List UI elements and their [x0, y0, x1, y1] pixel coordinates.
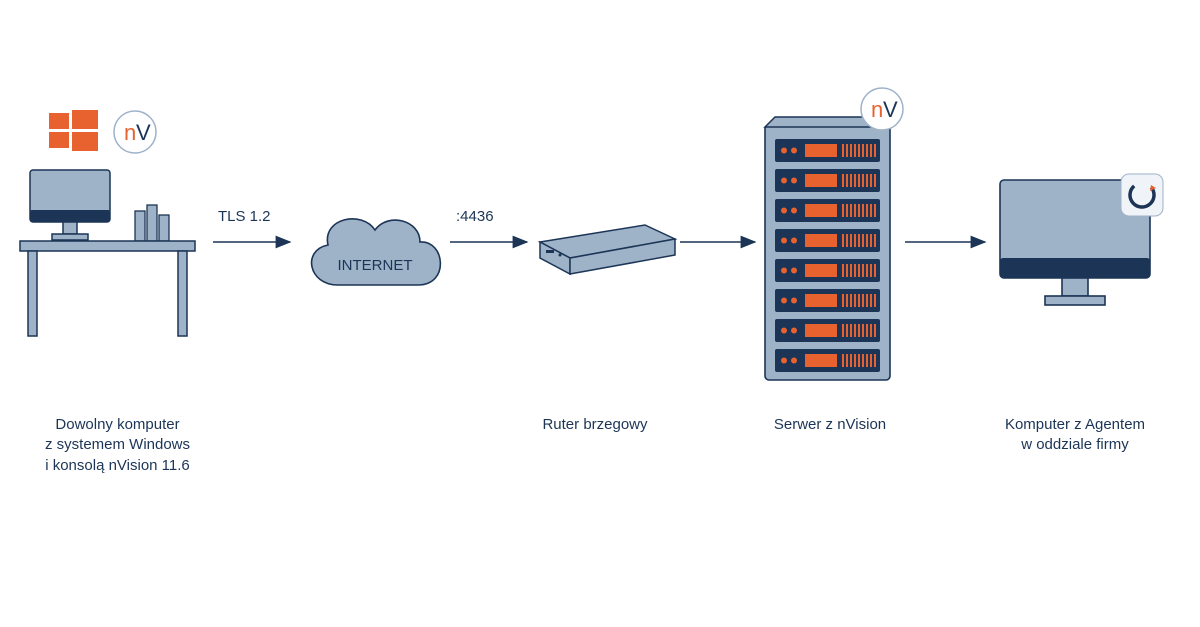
cloud-label: INTERNET — [338, 257, 413, 274]
caption-computer1: Dowolny komputer z systemem Windows i ko… — [20, 415, 215, 476]
rack-unit — [775, 229, 880, 252]
rack-unit — [775, 169, 880, 192]
conn-label-port: :4436 — [456, 208, 494, 225]
diagram-svg: n V INTERNET — [0, 0, 1200, 627]
caption-router: Ruter brzegowy — [510, 415, 680, 435]
svg-text:V: V — [883, 97, 898, 122]
svg-text:n: n — [124, 120, 136, 145]
node-computer1: n V — [20, 110, 195, 336]
caption-line: Komputer z Agentem — [1005, 416, 1145, 433]
desk-icon — [20, 241, 195, 336]
node-computer2 — [1000, 174, 1163, 305]
node-cloud: INTERNET — [312, 219, 441, 285]
agent-badge-icon — [1121, 174, 1163, 216]
rack-unit — [775, 139, 880, 162]
caption-line: i konsolą nVision 11.6 — [45, 457, 190, 474]
node-router — [540, 225, 675, 274]
cloud-icon — [312, 219, 441, 285]
svg-text:n: n — [871, 97, 883, 122]
books-icon — [135, 205, 169, 241]
rack-unit — [775, 199, 880, 222]
svg-text:V: V — [136, 120, 151, 145]
caption-computer2: Komputer z Agentem w oddziale firmy — [975, 415, 1175, 456]
conn-label-tls: TLS 1.2 — [218, 208, 271, 225]
node-server: n V — [765, 88, 903, 380]
windows-icon — [49, 110, 98, 151]
rack-unit — [775, 289, 880, 312]
nv-badge-icon: n V — [114, 111, 156, 153]
monitor-icon — [30, 170, 110, 240]
caption-line: Dowolny komputer — [55, 416, 179, 433]
caption-line: w oddziale firmy — [1021, 436, 1129, 453]
rack-unit — [775, 319, 880, 342]
caption-server: Serwer z nVision — [745, 415, 915, 435]
caption-line: z systemem Windows — [45, 436, 190, 453]
router-icon — [540, 225, 675, 274]
rack-unit — [775, 349, 880, 372]
rack-unit — [775, 259, 880, 282]
nv-badge-icon: n V — [861, 88, 903, 130]
